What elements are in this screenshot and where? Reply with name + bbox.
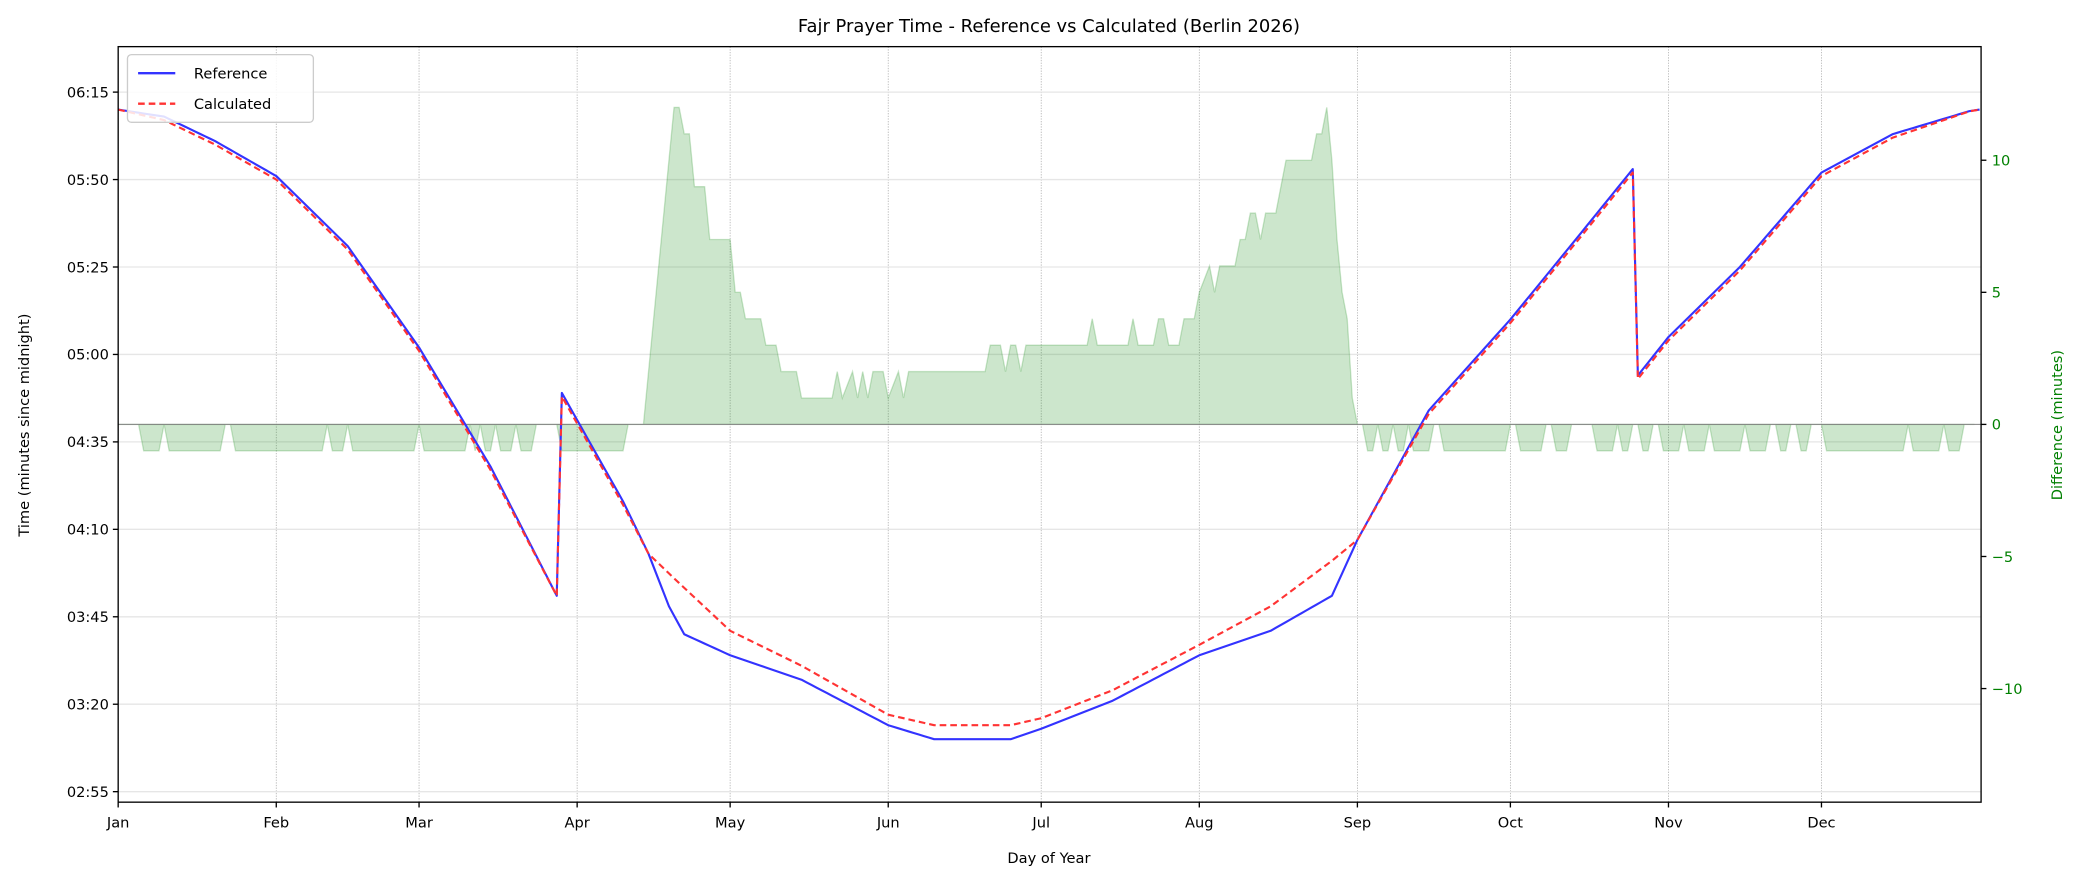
x-tick-label: Mar <box>405 814 433 831</box>
legend: Reference Calculated <box>126 53 315 123</box>
legend-box <box>126 53 315 123</box>
reference-line <box>118 108 1980 741</box>
y-tick-label: 05:50 <box>67 172 109 189</box>
legend-reference-label: Reference <box>194 66 268 83</box>
x-tick-label: May <box>715 814 746 831</box>
x-tick-label: Dec <box>1807 814 1835 831</box>
x-tick-label: Nov <box>1654 814 1683 831</box>
y2-axis-label: Difference (minutes) <box>2049 350 2066 500</box>
x-tick-label: Jan <box>106 814 129 831</box>
x-tick-label: Sep <box>1344 814 1372 831</box>
y-tick-label: 05:00 <box>67 347 109 364</box>
y-tick-label: 04:35 <box>67 434 109 451</box>
difference-area-layer <box>118 106 1982 452</box>
x-tick-label: Jun <box>876 814 900 831</box>
y2-tick-label: −5 <box>1992 549 2014 566</box>
difference-area <box>118 106 1975 452</box>
series-lines <box>117 108 1980 741</box>
x-tick-label: Feb <box>263 814 289 831</box>
y2-axis-ticks: 10 5 0 −5 −10 <box>1981 153 2023 698</box>
y-axis-label: Time (minutes since midnight) <box>16 314 33 538</box>
y-tick-label: 05:25 <box>67 259 109 276</box>
y-axis-ticks: 06:15 05:50 05:25 05:00 04:35 04:10 03:45 03:20… <box>67 84 119 801</box>
x-tick-label: Apr <box>565 814 590 831</box>
legend-calculated-label: Calculated <box>194 96 271 113</box>
y-tick-label: 03:20 <box>67 697 109 714</box>
y2-tick-label: 0 <box>1992 417 2001 434</box>
x-tick-label: Jul <box>1031 814 1050 831</box>
x-axis-label: Day of Year <box>1007 850 1090 867</box>
calculated-line <box>117 108 1980 727</box>
y-tick-label: 04:10 <box>67 522 109 539</box>
x-axis-ticks: Jan Feb Mar Apr May Jun Jul Aug Sep Oct Nov Dec <box>106 802 1836 831</box>
x-tick-label: Oct <box>1498 814 1524 831</box>
chart-title: Fajr Prayer Time - Reference vs Calculat… <box>798 16 1300 37</box>
y-tick-label: 03:45 <box>67 609 109 626</box>
y2-tick-label: 5 <box>1992 285 2001 302</box>
y-tick-label: 02:55 <box>67 784 109 801</box>
x-tick-label: Aug <box>1185 814 1214 831</box>
y2-tick-label: 10 <box>1992 153 2011 170</box>
y-tick-label: 06:15 <box>67 84 109 101</box>
y2-tick-label: −10 <box>1992 681 2023 698</box>
